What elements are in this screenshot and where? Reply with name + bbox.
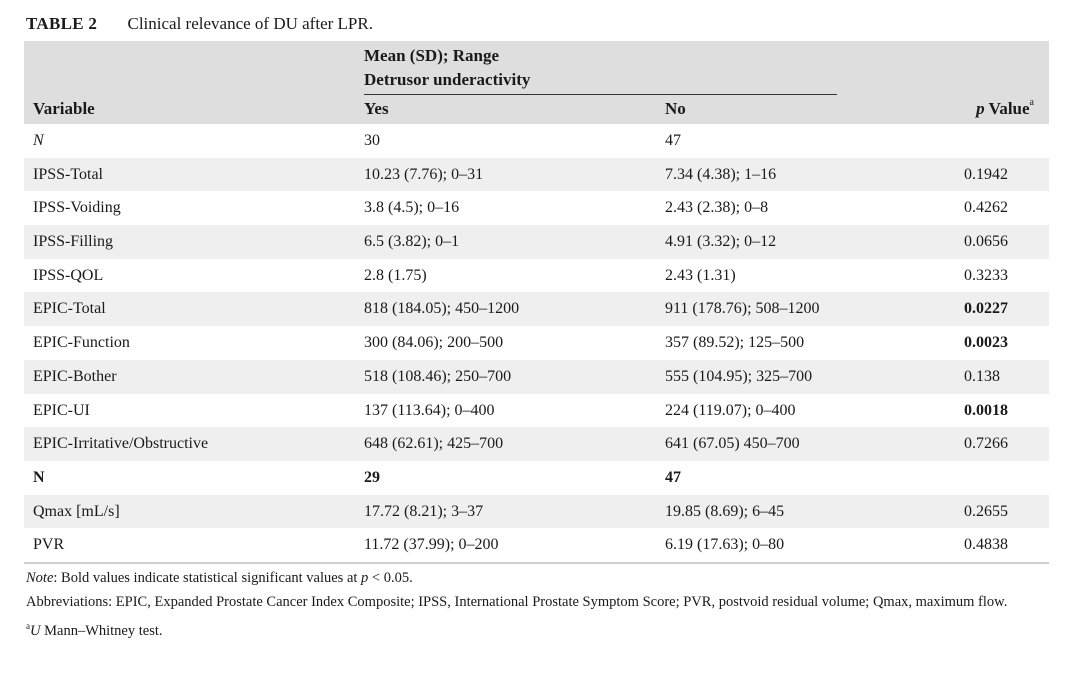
- table-row: IPSS-Filling 6.5 (3.82); 0–1 4.91 (3.32); …: [24, 225, 1049, 259]
- cell-no: 7.34 (4.38); 1–16: [665, 165, 777, 183]
- footnote-mark: a: [26, 621, 30, 631]
- cell-yes: 11.72 (37.99); 0–200: [364, 536, 499, 554]
- table-header: Mean (SD); Range Detrusor underactivity …: [24, 41, 1049, 124]
- cell-p-value: 0.1942: [964, 165, 1008, 183]
- header-variable: Variable: [33, 99, 95, 118]
- cell-variable: EPIC-Irritative/Obstructive: [33, 435, 209, 453]
- table-notes: Note: Bold values indicate statistical s…: [26, 568, 1046, 642]
- cell-no: 47: [665, 468, 681, 486]
- cell-variable: IPSS-Voiding: [33, 199, 121, 217]
- table-row: EPIC-Bother 518 (108.46); 250–700 555 (104…: [24, 359, 1049, 394]
- cell-yes: 648 (62.61); 425–700: [364, 435, 504, 453]
- cell-no: 641 (67.05) 450–700: [665, 435, 800, 453]
- cell-yes: 300 (84.06); 200–500: [364, 334, 504, 352]
- table-label: TABLE 2: [26, 14, 98, 33]
- cell-variable: EPIC-UI: [33, 401, 90, 419]
- header-yes: Yes: [364, 99, 389, 118]
- data-table: Mean (SD); Range Detrusor underactivity …: [24, 41, 1049, 564]
- table-row: EPIC-Function 300 (84.06); 200–500 357 (89…: [24, 326, 1049, 360]
- cell-p-value: 0.3233: [964, 266, 1008, 284]
- cell-p-value: 0.7266: [964, 435, 1008, 453]
- table-row: EPIC-UI 137 (113.64); 0–400 224 (119.07); …: [24, 394, 1049, 428]
- table-caption: TABLE 2 Clinical relevance of DU after L…: [26, 13, 373, 35]
- cell-yes: 10.23 (7.76); 0–31: [364, 165, 484, 183]
- cell-yes: 3.8 (4.5); 0–16: [364, 199, 460, 217]
- table-body: N 30 47 IPSS-Total 10.23 (7.76); 0–31 7.34 (4…: [24, 124, 1049, 562]
- table-bottom-rule: [24, 561, 1049, 564]
- cell-no: 47: [665, 132, 681, 149]
- cell-yes: 818 (184.05); 450–1200: [364, 300, 520, 318]
- header-group-rule: [364, 94, 837, 95]
- cell-variable: N: [33, 132, 44, 149]
- note-label: Note: [26, 570, 54, 586]
- cell-p-value: 0.0227: [964, 300, 1008, 318]
- cell-variable: PVR: [33, 536, 65, 554]
- note-line: Note: Bold values indicate statistical s…: [26, 568, 1046, 589]
- cell-yes: 29: [364, 468, 380, 486]
- table-row: EPIC-Total 818 (184.05); 450–1200 911 (178…: [24, 292, 1049, 327]
- header-p-footnote-mark: a: [1029, 97, 1034, 109]
- cell-no: 4.91 (3.32); 0–12: [665, 233, 777, 251]
- table-row: N 29 47: [24, 461, 1049, 495]
- cell-variable: IPSS-Filling: [33, 233, 114, 251]
- cell-variable: IPSS-Total: [33, 165, 103, 183]
- cell-yes: 2.8 (1.75): [364, 266, 427, 284]
- footnote-text: Mann–Whitney test.: [40, 622, 163, 639]
- cell-variable: EPIC-Total: [33, 300, 106, 318]
- note-threshold: < 0.05.: [368, 570, 413, 586]
- table-row: IPSS-QOL 2.8 (1.75) 2.43 (1.31) 0.3233: [24, 259, 1049, 293]
- table-row: IPSS-Voiding 3.8 (4.5); 0–16 2.43 (2.38); …: [24, 191, 1049, 225]
- cell-no: 911 (178.76); 508–1200: [665, 300, 820, 318]
- header-p-value: p Valuea: [976, 97, 1034, 119]
- cell-p-value: 0.0656: [964, 233, 1008, 251]
- cell-no: 555 (104.95); 325–700: [665, 367, 813, 385]
- table-row: Qmax [mL/s] 17.72 (8.21); 3–37 19.85 (8.69…: [24, 494, 1049, 529]
- table-row: EPIC-Irritative/Obstructive 648 (62.61); …: [24, 427, 1049, 461]
- footnote-line: aU Mann–Whitney test.: [26, 616, 1046, 642]
- cell-variable: N: [33, 468, 45, 486]
- cell-yes: 518 (108.46); 250–700: [364, 367, 512, 385]
- header-no: No: [665, 99, 686, 118]
- cell-no: 2.43 (2.38); 0–8: [665, 199, 769, 217]
- table-row: PVR 11.72 (37.99); 0–200 6.19 (17.63); 0–8…: [24, 528, 1049, 562]
- cell-p-value: 0.0018: [964, 401, 1008, 419]
- cell-no: 2.43 (1.31): [665, 266, 736, 284]
- note-text: : Bold values indicate statistical signi…: [53, 570, 362, 586]
- header-group-stat: Mean (SD); Range: [364, 46, 500, 65]
- cell-p-value: 0.4838: [964, 536, 1008, 554]
- cell-yes: 6.5 (3.82); 0–1: [364, 233, 460, 251]
- cell-p-value: 0.2655: [964, 502, 1008, 520]
- header-p-italic: p: [976, 99, 985, 118]
- cell-no: 224 (119.07); 0–400: [665, 401, 796, 419]
- cell-no: 357 (89.52); 125–500: [665, 334, 805, 352]
- cell-variable: EPIC-Bother: [33, 367, 117, 385]
- cell-variable: IPSS-QOL: [33, 266, 104, 284]
- cell-p-value: 0.0023: [964, 334, 1008, 352]
- abbreviations-line: Abbreviations: EPIC, Expanded Prostate C…: [26, 594, 1008, 610]
- header-group-du: Detrusor underactivity: [364, 70, 531, 89]
- table-title: Clinical relevance of DU after LPR.: [127, 14, 373, 33]
- header-p-rest: Value: [984, 99, 1030, 118]
- cell-p-value: 0.4262: [964, 199, 1008, 217]
- footnote-u: U: [30, 622, 41, 639]
- cell-yes: 17.72 (8.21); 3–37: [364, 502, 484, 520]
- cell-p-value: 0.138: [964, 367, 1000, 385]
- cell-variable: Qmax [mL/s]: [33, 502, 120, 520]
- table-row: N 30 47: [24, 124, 1049, 158]
- cell-yes: 30: [364, 132, 380, 149]
- cell-no: 19.85 (8.69); 6–45: [665, 502, 785, 520]
- note-p: p: [361, 570, 369, 586]
- cell-no: 6.19 (17.63); 0–80: [665, 536, 785, 554]
- table-row: IPSS-Total 10.23 (7.76); 0–31 7.34 (4.38);…: [24, 157, 1049, 192]
- cell-variable: EPIC-Function: [33, 334, 130, 352]
- cell-yes: 137 (113.64); 0–400: [364, 401, 495, 419]
